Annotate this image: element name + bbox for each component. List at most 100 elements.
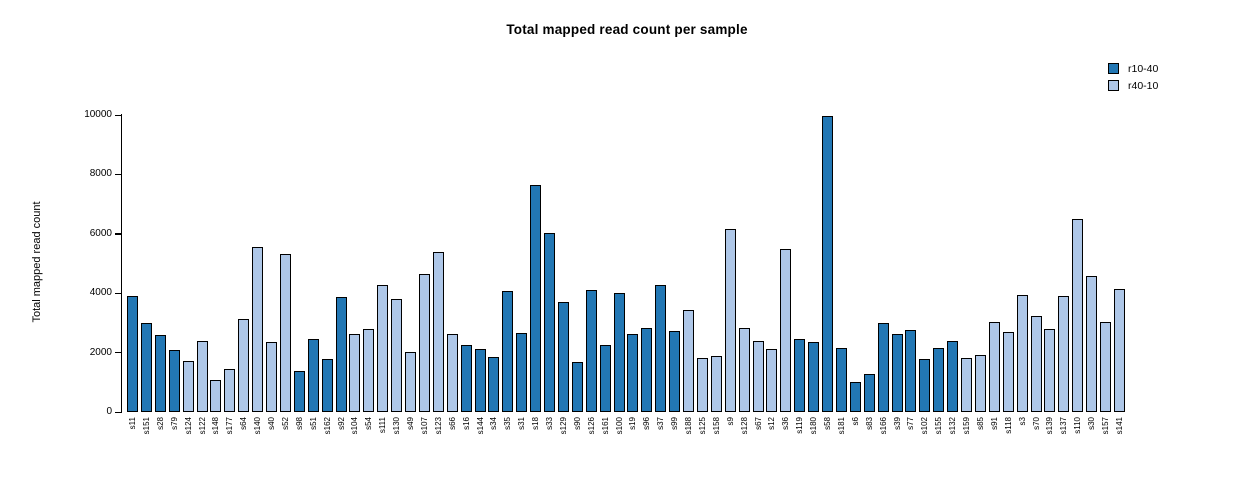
y-tick-mark xyxy=(115,114,121,116)
bar-s39 xyxy=(891,334,903,412)
legend-label: r40-10 xyxy=(1128,79,1159,92)
bar-s132 xyxy=(947,341,959,412)
x-tick-label-s3: s3 xyxy=(1017,417,1027,426)
x-tick-label-s83: s83 xyxy=(864,417,874,430)
bar-s54 xyxy=(363,329,375,412)
x-tick-label-s85: s85 xyxy=(975,417,985,430)
legend-swatch-r10-40 xyxy=(1108,63,1119,74)
x-tick-label-s64: s64 xyxy=(239,417,249,430)
chart-title: Total mapped read count per sample xyxy=(506,22,748,37)
x-tick-label-s129: s129 xyxy=(558,417,568,435)
bar-s124 xyxy=(182,361,194,412)
legend-row: r10-40 xyxy=(1108,60,1158,77)
x-tick-label-s99: s99 xyxy=(670,417,680,430)
x-tick-label-s122: s122 xyxy=(197,417,207,435)
bar-s107 xyxy=(418,274,430,412)
x-tick-label-s118: s118 xyxy=(1003,417,1013,434)
bar-s181 xyxy=(835,348,847,412)
x-tick-label-s34: s34 xyxy=(489,417,499,430)
bar-s104 xyxy=(349,334,361,412)
bar-s177 xyxy=(224,369,236,412)
x-tick-label-s111: s111 xyxy=(378,417,388,434)
x-tick-label-s151: s151 xyxy=(141,417,151,435)
y-tick-label: 2000 xyxy=(89,346,112,358)
x-tick-label-s110: s110 xyxy=(1073,417,1083,434)
x-tick-label-s98: s98 xyxy=(294,417,304,430)
bar-s9 xyxy=(724,229,736,412)
bar-s137 xyxy=(1058,296,1070,412)
legend-row: r40-10 xyxy=(1108,77,1158,94)
x-tick-label-s125: s125 xyxy=(697,417,707,435)
x-tick-label-s161: s161 xyxy=(600,417,610,435)
y-axis-line xyxy=(121,114,123,413)
bar-s51 xyxy=(307,339,319,412)
x-tick-label-s35: s35 xyxy=(503,417,513,430)
bar-s90 xyxy=(571,362,583,412)
x-tick-label-s19: s19 xyxy=(628,417,638,430)
bar-s70 xyxy=(1030,316,1042,412)
x-tick-label-s12: s12 xyxy=(767,417,777,430)
bar-s148 xyxy=(210,380,222,412)
bar-s162 xyxy=(321,359,333,412)
x-tick-label-s92: s92 xyxy=(336,417,346,430)
x-tick-label-s162: s162 xyxy=(322,417,332,435)
x-tick-label-s181: s181 xyxy=(836,417,846,435)
x-tick-label-s79: s79 xyxy=(169,417,179,430)
x-tick-label-s77: s77 xyxy=(906,417,916,430)
x-tick-label-s6: s6 xyxy=(850,417,860,426)
x-tick-label-s91: s91 xyxy=(989,417,999,430)
bar-s157 xyxy=(1100,322,1111,412)
bar-s118 xyxy=(1002,332,1014,412)
bar-s188 xyxy=(683,310,694,412)
x-tick-label-s128: s128 xyxy=(739,417,749,435)
x-tick-label-s39: s39 xyxy=(892,417,902,430)
x-tick-label-s96: s96 xyxy=(642,417,652,430)
y-axis-label: Total mapped read count xyxy=(31,201,43,323)
bar-s19 xyxy=(627,334,639,412)
bar-s98 xyxy=(293,371,305,412)
x-tick-label-s166: s166 xyxy=(878,417,888,435)
y-tick-label: 4000 xyxy=(89,287,112,299)
x-tick-label-s100: s100 xyxy=(614,417,624,435)
x-tick-label-s58: s58 xyxy=(823,417,832,430)
bar-s52 xyxy=(279,254,291,412)
bar-s67 xyxy=(752,341,764,412)
x-tick-label-s31: s31 xyxy=(517,417,527,430)
x-tick-label-s140: s140 xyxy=(253,417,263,435)
bar-s96 xyxy=(641,328,653,412)
bar-s92 xyxy=(335,297,347,412)
x-tick-label-s123: s123 xyxy=(433,417,443,435)
bar-s144 xyxy=(474,349,486,412)
bar-s123 xyxy=(432,252,444,412)
bar-s30 xyxy=(1086,276,1098,412)
x-tick-label-s155: s155 xyxy=(934,417,944,435)
bar-s141 xyxy=(1113,289,1125,412)
x-tick-label-s139: s139 xyxy=(1045,417,1055,435)
bar-s128 xyxy=(738,328,750,412)
x-tick-label-s177: s177 xyxy=(225,417,235,435)
x-tick-label-s33: s33 xyxy=(545,417,554,430)
bar-s34 xyxy=(488,357,500,412)
bar-s140 xyxy=(252,247,264,412)
bar-s37 xyxy=(655,285,667,412)
bar-s11 xyxy=(127,296,138,412)
bar-s139 xyxy=(1044,329,1056,412)
bar-s119 xyxy=(794,339,806,412)
x-tick-label-s141: s141 xyxy=(1114,417,1124,435)
y-tick-mark xyxy=(115,292,121,294)
bar-s158 xyxy=(710,356,722,412)
x-tick-label-s158: s158 xyxy=(711,417,721,435)
bar-s83 xyxy=(863,374,875,412)
x-tick-label-s66: s66 xyxy=(447,417,457,430)
x-tick-label-s70: s70 xyxy=(1031,417,1041,430)
bar-s18 xyxy=(530,185,542,412)
x-tick-label-s102: s102 xyxy=(920,417,930,435)
x-tick-label-s188: s188 xyxy=(684,417,693,435)
x-tick-label-s52: s52 xyxy=(280,417,290,430)
bar-s130 xyxy=(391,299,403,412)
bar-s166 xyxy=(877,323,889,412)
y-tick-label: 10000 xyxy=(84,109,112,120)
x-tick-label-s132: s132 xyxy=(948,417,958,435)
bar-s125 xyxy=(696,358,708,412)
